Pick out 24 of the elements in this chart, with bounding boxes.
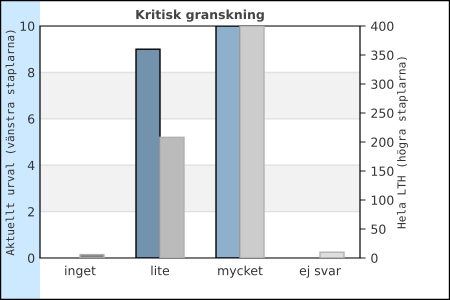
x-tick-label: ej svar xyxy=(300,266,341,278)
y2-tick-label: 400 xyxy=(371,21,394,31)
bar xyxy=(79,254,105,258)
y-tick-label: 10 xyxy=(20,21,34,31)
y-tick-label: 0 xyxy=(28,253,34,263)
y-tick-label: 6 xyxy=(28,114,34,124)
chart-title: Kritisk granskning xyxy=(136,10,264,22)
y2-tick-label: 200 xyxy=(371,137,394,147)
y2-axis-title: Hela LTH (högra staplarna) xyxy=(397,57,408,228)
y2-tick-label: 350 xyxy=(371,50,394,60)
x-tick-label: lite xyxy=(151,266,170,276)
y2-tick-label: 0 xyxy=(371,253,378,263)
y2-tick-label: 150 xyxy=(372,166,394,176)
y-tick-label: 2 xyxy=(28,207,34,216)
y-tick-label: 8 xyxy=(28,68,34,78)
y2-tick-label: 300 xyxy=(371,79,394,89)
x-tick-label: mycket xyxy=(218,266,263,278)
y2-tick-label: 250 xyxy=(371,108,394,118)
y2-tick-label: 100 xyxy=(372,195,394,205)
bar xyxy=(319,252,345,258)
y-tick-label: 4 xyxy=(28,160,34,170)
y-axis-title: Aktuellt urval (vänstra staplarna) xyxy=(6,30,16,256)
x-tick-label: inget xyxy=(65,266,96,278)
y2-tick-label: 50 xyxy=(371,224,386,234)
